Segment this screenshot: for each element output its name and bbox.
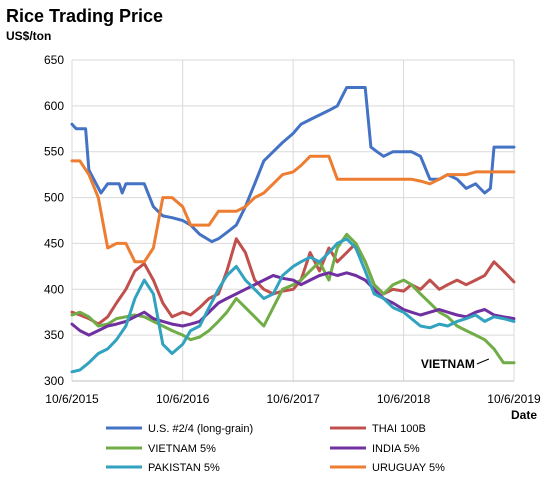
y-axis-unit-label: US$/ton — [6, 29, 51, 43]
y-tick-label: 450 — [44, 236, 64, 250]
annotation-label: VIETNAM — [421, 357, 475, 371]
chart-title: Rice Trading Price — [6, 6, 163, 26]
series-lines — [70, 86, 516, 374]
series-line-pakistan-5 — [70, 237, 516, 374]
vietnam-annotation: VIETNAM — [421, 357, 490, 371]
x-axis-ticks: 10/6/2015 10/6/2016 10/6/2017 10/6/2018 10/6… — [45, 392, 541, 406]
y-tick-label: 650 — [44, 53, 64, 67]
series-line-uruguay-5 — [70, 154, 516, 264]
legend-label: U.S. #2/4 (long-grain) — [148, 423, 253, 435]
x-axis-label: Date — [511, 408, 537, 422]
legend-label: URUGUAY 5% — [372, 462, 445, 474]
legend-label: PAKISTAN 5% — [148, 462, 220, 474]
y-tick-label: 400 — [44, 282, 64, 296]
y-tick-label: 500 — [44, 191, 64, 205]
series-line-india-5 — [70, 271, 516, 337]
y-tick-label: 350 — [44, 328, 64, 342]
legend-label: INDIA 5% — [372, 443, 420, 455]
x-tick-label: 10/6/2015 — [45, 392, 99, 406]
series-line-vietnam-5 — [70, 232, 516, 365]
x-tick-label: 10/6/2018 — [377, 392, 431, 406]
series-line-thai-100b — [70, 237, 516, 326]
y-tick-label: 300 — [44, 374, 64, 388]
y-tick-label: 600 — [44, 99, 64, 113]
legend-label: THAI 100B — [372, 423, 426, 435]
annotation-leader-line — [476, 358, 490, 365]
x-tick-label: 10/6/2016 — [156, 392, 210, 406]
y-tick-label: 550 — [44, 145, 64, 159]
grid-lines — [71, 59, 515, 382]
legend: U.S. #2/4 (long-grain) THAI 100B VIETNAM 5… — [106, 423, 445, 474]
y-axis-ticks: 300 350 400 450 500 550 600 650 — [44, 53, 64, 388]
legend-label: VIETNAM 5% — [148, 443, 216, 455]
x-tick-label: 10/6/2017 — [266, 392, 320, 406]
x-tick-label: 10/6/2019 — [487, 392, 541, 406]
